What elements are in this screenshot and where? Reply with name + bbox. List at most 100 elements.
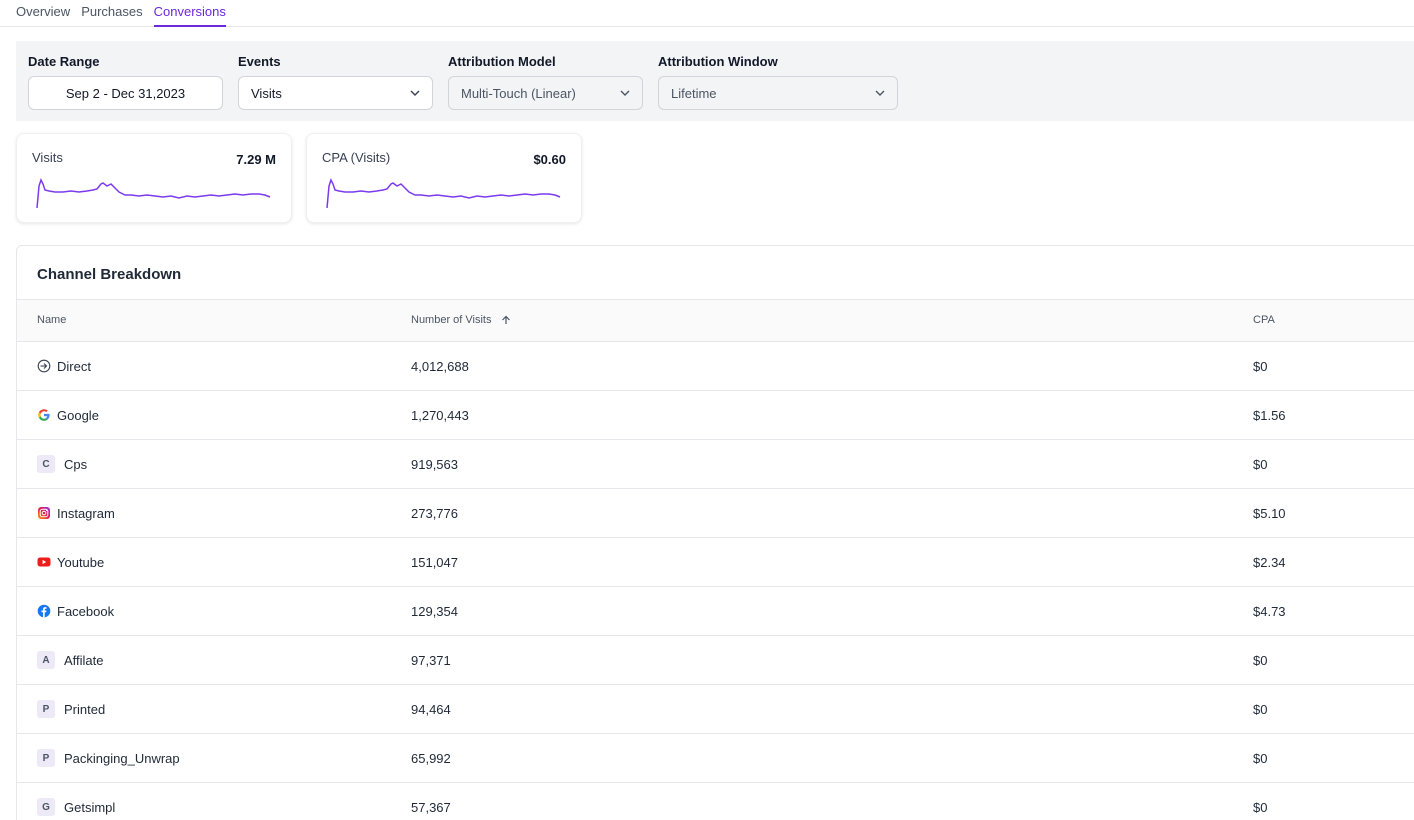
filter-bar: Date Range Sep 2 - Dec 31,2023 Events Vi… — [16, 41, 1414, 121]
tab-overview[interactable]: Overview — [16, 4, 71, 19]
table-row[interactable]: Direct 4,012,688 $0 — [17, 342, 1414, 391]
column-header-cpa[interactable]: CPA — [1253, 314, 1275, 326]
cpa-cell: $0 — [1253, 457, 1268, 472]
date-range-filter: Date Range Sep 2 - Dec 31,2023 — [28, 54, 223, 110]
cpa-sparkline — [326, 178, 561, 209]
instagram-icon — [38, 507, 50, 519]
visits-cell: 151,047 — [411, 555, 458, 570]
channel-name-cell: C Cps — [37, 454, 87, 474]
visits-cell: 273,776 — [411, 506, 458, 521]
visits-cell: 65,992 — [411, 751, 451, 766]
attribution-window-filter: Attribution Window Lifetime — [658, 54, 898, 110]
column-header-name[interactable]: Name — [37, 314, 67, 326]
attribution-model-label: Attribution Model — [448, 54, 556, 69]
channel-name: Facebook — [57, 603, 115, 619]
column-header-visits[interactable]: Number of Visits — [411, 314, 511, 326]
cpa-cell: $5.10 — [1253, 506, 1286, 521]
channel-name: Printed — [64, 701, 106, 717]
channel-name: Getsimpl — [64, 799, 116, 815]
cpa-cell: $2.34 — [1253, 555, 1286, 570]
kpi-card-cpa[interactable]: CPA (Visits) $0.60 — [306, 133, 582, 223]
channel-name-cell: Direct — [37, 356, 91, 376]
visits-cell: 919,563 — [411, 457, 458, 472]
visits-cell: 94,464 — [411, 702, 451, 717]
channel-name: Affilate — [64, 652, 104, 668]
table-row[interactable]: C Cps 919,563 $0 — [17, 440, 1414, 489]
table-row[interactable]: Google 1,270,443 $1.56 — [17, 391, 1414, 440]
channel-breakdown-panel: Channel Breakdown Name Number of Visits … — [16, 245, 1414, 820]
panel-title: Channel Breakdown — [37, 266, 182, 283]
channel-letter-badge: P — [37, 749, 55, 767]
visits-cell: 1,270,443 — [411, 408, 469, 423]
cpa-cell: $4.73 — [1253, 604, 1286, 619]
cpa-cell: $0 — [1253, 800, 1268, 815]
channel-name: Google — [57, 407, 99, 423]
events-filter: Events Visits — [238, 54, 433, 110]
channel-name: Instagram — [57, 505, 115, 521]
tab-bar: Overview Purchases Conversions — [0, 0, 1414, 27]
table-row[interactable]: P Packinging_Unwrap 65,992 $0 — [17, 734, 1414, 783]
table-header: Name Number of Visits CPA — [17, 299, 1414, 342]
attribution-model-select[interactable]: Multi-Touch (Linear) — [448, 76, 643, 110]
channel-name-cell: P Printed — [37, 699, 105, 719]
chevron-down-icon — [875, 90, 885, 96]
direct-login-icon — [37, 359, 51, 373]
channel-name-cell: Youtube — [37, 552, 104, 572]
kpi-card-visits[interactable]: Visits 7.29 M — [16, 133, 292, 223]
tab-purchases[interactable]: Purchases — [81, 4, 143, 19]
kpi-value: $0.60 — [533, 152, 566, 167]
table-row[interactable]: A Affilate 97,371 $0 — [17, 636, 1414, 685]
visits-cell: 97,371 — [411, 653, 451, 668]
cpa-cell: $0 — [1253, 751, 1268, 766]
visits-cell: 129,354 — [411, 604, 458, 619]
arrow-up-icon — [501, 315, 510, 325]
attribution-window-select[interactable]: Lifetime — [658, 76, 898, 110]
attribution-window-value: Lifetime — [671, 85, 717, 101]
date-range-picker[interactable]: Sep 2 - Dec 31,2023 — [28, 76, 223, 110]
channel-name-cell: G Getsimpl — [37, 797, 115, 817]
attribution-window-label: Attribution Window — [658, 54, 778, 69]
channel-name-cell: A Affilate — [37, 650, 104, 670]
cpa-cell: $0 — [1253, 359, 1268, 374]
channel-name-cell: P Packinging_Unwrap — [37, 748, 180, 768]
cpa-cell: $0 — [1253, 653, 1268, 668]
events-select[interactable]: Visits — [238, 76, 433, 110]
visits-cell: 57,367 — [411, 800, 451, 815]
channel-letter-badge: P — [37, 700, 55, 718]
google-icon — [38, 409, 50, 421]
channel-name: Cps — [64, 456, 88, 472]
attribution-model-filter: Attribution Model Multi-Touch (Linear) — [448, 54, 643, 110]
channel-letter-badge: G — [37, 798, 55, 816]
channel-name-cell: Google — [37, 405, 99, 425]
facebook-icon — [37, 604, 51, 618]
events-value: Visits — [251, 85, 282, 101]
attribution-model-value: Multi-Touch (Linear) — [461, 85, 576, 101]
youtube-icon — [37, 557, 51, 567]
table-row[interactable]: Youtube 151,047 $2.34 — [17, 538, 1414, 587]
channel-letter-badge: A — [37, 651, 55, 669]
channel-name-cell: Instagram — [37, 503, 115, 523]
kpi-title: Visits — [32, 150, 63, 165]
tab-conversions[interactable]: Conversions — [153, 0, 226, 27]
column-header-visits-label: Number of Visits — [411, 314, 492, 326]
visits-sparkline — [36, 178, 271, 209]
channel-name-cell: Facebook — [37, 601, 114, 621]
cpa-cell: $1.56 — [1253, 408, 1286, 423]
channel-letter-badge: C — [37, 455, 55, 473]
cpa-cell: $0 — [1253, 702, 1268, 717]
kpi-title: CPA (Visits) — [322, 150, 391, 165]
visits-cell: 4,012,688 — [411, 359, 469, 374]
table-row[interactable]: G Getsimpl 57,367 $0 — [17, 783, 1414, 820]
channel-name: Direct — [57, 358, 91, 374]
date-range-label: Date Range — [28, 54, 100, 69]
table-row[interactable]: P Printed 94,464 $0 — [17, 685, 1414, 734]
chevron-down-icon — [410, 90, 420, 96]
kpi-value: 7.29 M — [236, 152, 276, 167]
channel-name: Youtube — [57, 554, 105, 570]
date-range-value: Sep 2 - Dec 31,2023 — [65, 85, 186, 101]
chevron-down-icon — [620, 90, 630, 96]
table-row[interactable]: Instagram 273,776 $5.10 — [17, 489, 1414, 538]
channel-name: Packinging_Unwrap — [64, 750, 180, 766]
events-label: Events — [238, 54, 281, 69]
table-row[interactable]: Facebook 129,354 $4.73 — [17, 587, 1414, 636]
